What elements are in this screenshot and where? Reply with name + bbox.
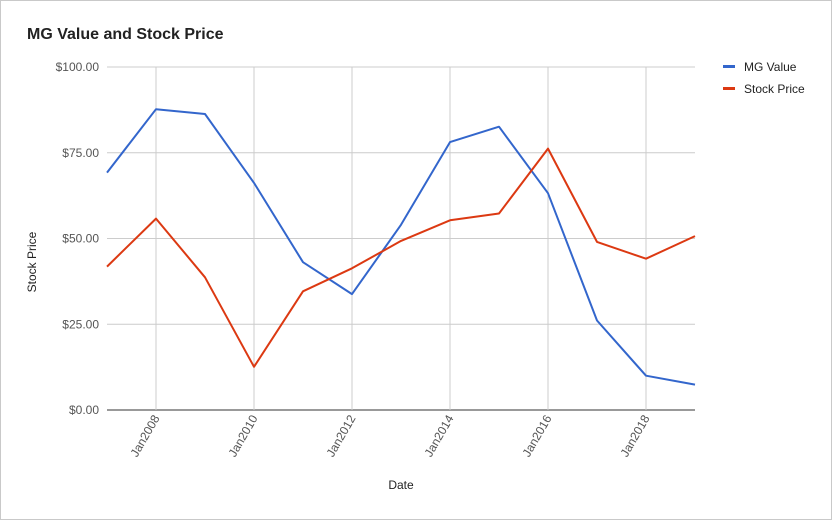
y-tick-label: $0.00 <box>69 403 99 417</box>
x-tick-label: Jan2008 <box>127 412 162 459</box>
y-axis: $0.00 $25.00 $50.00 $75.00 $100.00 <box>56 60 100 417</box>
chart-title: MG Value and Stock Price <box>27 26 224 43</box>
grid <box>107 66 695 411</box>
x-tick-label: Jan2016 <box>519 412 554 459</box>
x-tick-label: Jan2012 <box>323 412 358 459</box>
y-tick-label: $100.00 <box>56 60 100 74</box>
y-tick-label: $25.00 <box>62 317 99 331</box>
legend: MG Value Stock Price <box>723 60 805 96</box>
legend-label: MG Value <box>744 60 797 74</box>
legend-swatch <box>723 87 735 90</box>
legend-swatch <box>723 65 735 68</box>
y-tick-label: $75.00 <box>62 146 99 160</box>
legend-label: Stock Price <box>744 82 805 96</box>
series-line-stock-price <box>106 147 696 368</box>
x-axis: Jan2008 Jan2010 Jan2012 Jan2014 Jan2016 Jan20… <box>127 412 652 459</box>
series-lines <box>106 108 696 386</box>
x-tick-label: Jan2014 <box>421 412 456 459</box>
y-axis-title: Stock Price <box>25 231 39 292</box>
y-tick-label: $50.00 <box>62 232 99 246</box>
x-axis-title: Date <box>388 478 414 492</box>
x-tick-label: Jan2018 <box>617 412 652 459</box>
series-line-mg-value <box>106 108 696 386</box>
x-tick-label: Jan2010 <box>225 412 260 459</box>
